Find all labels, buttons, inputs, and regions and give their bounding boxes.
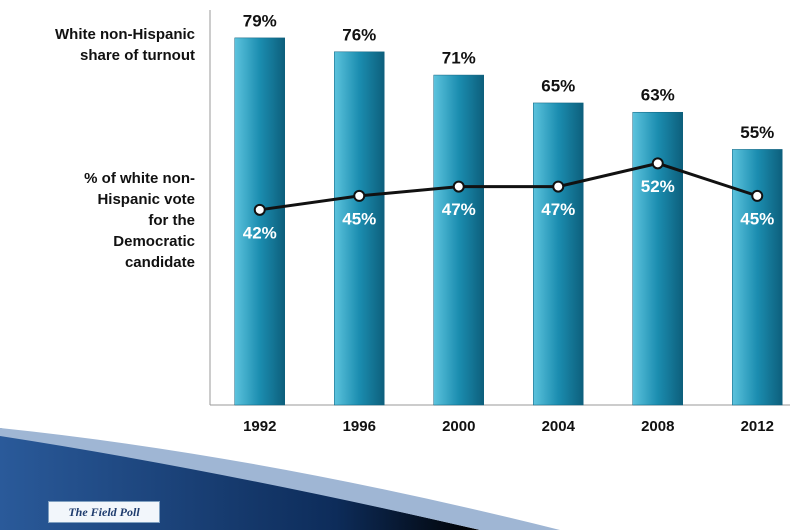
- line-point: [751, 189, 764, 202]
- line-value-label: 45%: [740, 209, 774, 228]
- line-point: [253, 203, 266, 216]
- line-value-label: 42%: [243, 223, 277, 242]
- line-point: [452, 180, 465, 193]
- line-point: [651, 157, 664, 170]
- line-point: [552, 180, 565, 193]
- bar-value-label: 76%: [342, 25, 376, 44]
- bar: [234, 37, 285, 406]
- line-point: [353, 189, 366, 202]
- bar-value-label: 71%: [442, 49, 476, 68]
- bar-value-label: 63%: [641, 86, 675, 105]
- x-tick-label: 2000: [442, 418, 475, 435]
- bar: [533, 102, 584, 406]
- bar-value-label: 65%: [541, 76, 575, 95]
- line-value-label: 47%: [442, 200, 476, 219]
- x-tick-label: 2012: [741, 418, 774, 435]
- source: The Field Poll: [48, 501, 160, 523]
- bar: [632, 111, 683, 406]
- bar: [433, 74, 484, 406]
- x-tick-label: 2004: [542, 418, 576, 435]
- decor-swoosh-light: [0, 428, 560, 530]
- bar: [334, 51, 385, 406]
- line-value-label: 45%: [342, 209, 376, 228]
- x-tick-label: 1996: [343, 418, 376, 435]
- annotation: White non-Hispanic share of turnout: [55, 26, 195, 64]
- x-tick-label: 2008: [641, 418, 674, 435]
- line-value-label: 47%: [541, 200, 575, 219]
- annotation: % of white non-Hispanic vote for the Dem…: [84, 170, 195, 271]
- line-value-label: 52%: [641, 177, 675, 196]
- x-tick-label: 1992: [243, 418, 276, 435]
- bar: [732, 149, 783, 406]
- bar-value-label: 55%: [740, 123, 774, 142]
- line: [259, 161, 758, 212]
- bar-value-label: 79%: [243, 11, 277, 30]
